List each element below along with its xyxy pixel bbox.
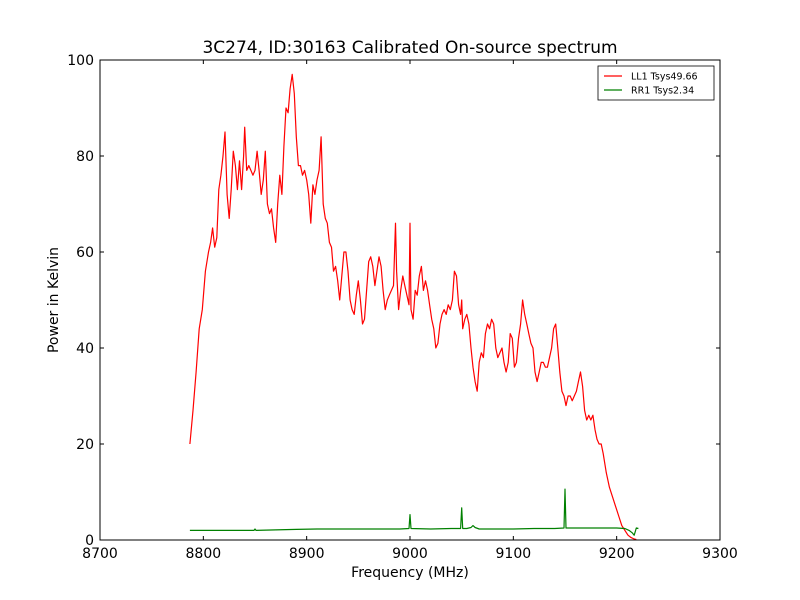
x-tick-label: 8800 [186, 546, 222, 562]
x-tick-label: 9200 [599, 546, 635, 562]
legend-box [597, 65, 715, 101]
series-line-1 [189, 488, 639, 536]
y-tick-label: 20 [76, 437, 94, 453]
x-axis-label: Frequency (MHz) [351, 565, 469, 581]
legend-label: LL1 Tsys49.66 [631, 72, 698, 83]
y-axis-label: Power in Kelvin [46, 247, 62, 353]
y-tick-label: 100 [67, 53, 94, 69]
x-tick-label: 9300 [702, 546, 738, 562]
series-layer [189, 73, 639, 541]
plot-frame [99, 59, 721, 541]
x-tick-label: 8900 [289, 546, 325, 562]
y-tick-label: 60 [76, 245, 94, 261]
y-tick-label: 0 [85, 533, 94, 549]
tick-layer: 8700 8800 8900 9000 9100 9200 9300 0 20 40 60 80 100 [67, 53, 738, 562]
y-tick-label: 40 [76, 341, 94, 357]
legend-label: RR1 Tsys2.34 [631, 86, 694, 97]
series-line-0 [189, 73, 637, 541]
y-tick-label: 80 [76, 149, 94, 165]
legend: LL1 Tsys49.66 RR1 Tsys2.34 [597, 65, 715, 101]
x-tick-label: 9100 [496, 546, 532, 562]
x-tick-label: 8700 [82, 546, 118, 562]
chart-title: 3C274, ID:30163 Calibrated On-source spe… [202, 38, 617, 58]
x-tick-label: 9000 [392, 546, 428, 562]
